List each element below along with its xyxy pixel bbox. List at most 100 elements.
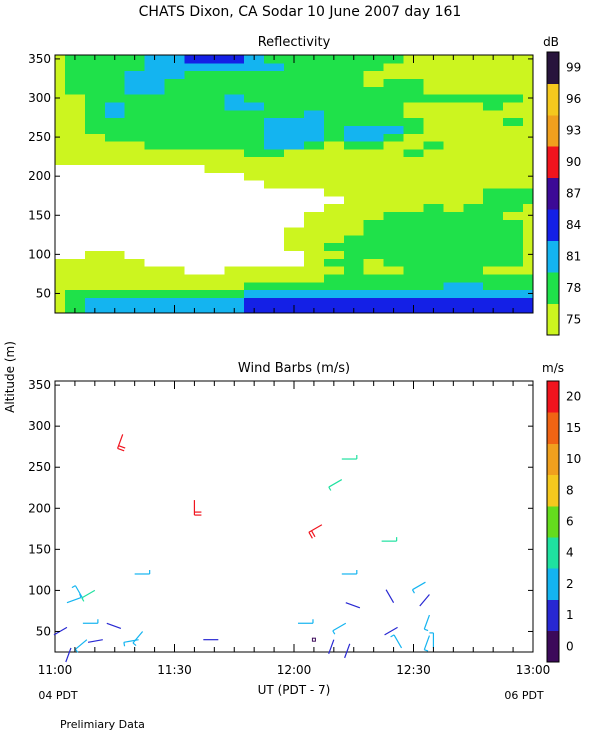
reflectivity-cell xyxy=(224,101,245,111)
reflectivity-cell xyxy=(284,281,305,291)
reflectivity-cell xyxy=(164,78,186,87)
reflectivity-cell xyxy=(503,94,524,103)
reflectivity-cell xyxy=(264,273,285,283)
reflectivity-cell xyxy=(204,164,225,173)
reflectivity-cell xyxy=(164,70,186,80)
reflectivity-cell xyxy=(184,117,205,126)
reflectivity-cell xyxy=(184,187,205,197)
wind-colorbar-swatch xyxy=(547,568,559,600)
reflectivity-cell xyxy=(124,187,146,197)
reflectivity-cell xyxy=(204,211,225,220)
reflectivity-cell xyxy=(264,172,285,181)
reflectivity-cell xyxy=(164,94,186,103)
reflectivity-cell xyxy=(443,219,464,228)
reflectivity-cell xyxy=(104,219,126,228)
reflectivity-cell xyxy=(443,172,464,181)
reflectivity-cell xyxy=(184,227,205,236)
reflectivity-cell xyxy=(503,70,524,80)
wind-barb-staff xyxy=(132,631,144,644)
reflectivity-cell xyxy=(144,86,166,95)
wind-barb-staff xyxy=(123,639,139,643)
reflectivity-cell xyxy=(104,125,126,134)
reflectivity-cell xyxy=(483,187,504,197)
reflectivity-cell xyxy=(423,250,444,259)
reflectivity-cell xyxy=(244,219,265,228)
reflectivity-cell xyxy=(244,273,265,283)
wind-barb xyxy=(123,639,139,647)
reflectivity-cell xyxy=(383,203,405,212)
reflectivity-cell xyxy=(503,109,524,119)
reflectivity-cell xyxy=(383,266,405,275)
reflectivity-cell xyxy=(343,195,365,205)
reflectivity-cell xyxy=(264,94,285,103)
reflectivity-cell xyxy=(503,250,524,259)
reflectivity-cell xyxy=(323,156,345,166)
reflectivity-cell xyxy=(383,180,405,189)
reflectivity-cell xyxy=(144,109,166,119)
wind-colorbar: 0 1 2 4 6 8 10 15 20 xyxy=(546,380,581,663)
reflectivity-cell xyxy=(64,266,86,275)
reflectivity-cell xyxy=(423,211,444,220)
reflectivity-cell xyxy=(264,195,285,205)
reflectivity-cell xyxy=(323,133,345,142)
reflectivity-cell xyxy=(124,297,146,314)
reflectivity-cell xyxy=(284,258,305,267)
reflectivity-cell xyxy=(55,70,66,80)
y-tick-label: 50 xyxy=(36,286,51,300)
reflectivity-cell xyxy=(64,141,86,150)
reflectivity-cell xyxy=(124,266,146,275)
reflectivity-cell xyxy=(483,203,504,212)
wind-barb xyxy=(384,626,398,636)
reflectivity-cell xyxy=(463,86,484,95)
reflectivity-cell xyxy=(55,94,66,103)
reflectivity-cell xyxy=(164,242,186,252)
reflectivity-cell xyxy=(224,141,245,150)
reflectivity-cell xyxy=(224,258,245,267)
reflectivity-cell xyxy=(204,250,225,259)
reflectivity-cell xyxy=(423,234,444,244)
reflectivity-cell xyxy=(284,62,305,72)
reflectivity-cell xyxy=(64,227,86,236)
reflectivity-cell xyxy=(184,172,205,181)
reflectivity-cell xyxy=(184,289,205,298)
reflectivity-cell xyxy=(463,164,484,173)
reflectivity-cell xyxy=(164,234,186,244)
reflectivity-cell xyxy=(64,164,86,173)
reflectivity-colorbar-label: 81 xyxy=(566,249,581,263)
reflectivity-cell xyxy=(84,86,106,95)
reflectivity-cell xyxy=(284,289,305,298)
reflectivity-cell xyxy=(124,156,146,166)
wind-barb xyxy=(429,632,435,648)
reflectivity-cell xyxy=(184,125,205,134)
reflectivity-cell xyxy=(55,86,66,95)
reflectivity-cell xyxy=(423,297,444,314)
reflectivity-cell xyxy=(84,94,106,103)
reflectivity-cell xyxy=(64,101,86,111)
wind-barb xyxy=(328,639,335,654)
reflectivity-cell xyxy=(323,78,345,87)
reflectivity-cell xyxy=(64,117,86,126)
wind-barb-staff xyxy=(81,589,96,599)
reflectivity-cell xyxy=(264,219,285,228)
reflectivity-cell xyxy=(264,203,285,212)
wind-barb-staff xyxy=(106,622,122,629)
reflectivity-cell xyxy=(503,133,524,142)
reflectivity-cell xyxy=(343,250,365,259)
reflectivity-cell xyxy=(403,156,425,166)
reflectivity-cell xyxy=(303,266,325,275)
reflectivity-cell xyxy=(343,180,365,189)
x-left-note: 04 PDT xyxy=(38,689,78,702)
reflectivity-cell xyxy=(284,156,305,166)
reflectivity-cell xyxy=(144,266,166,275)
reflectivity-cell xyxy=(84,148,106,158)
reflectivity-cell xyxy=(523,234,534,244)
reflectivity-cell xyxy=(184,156,205,166)
reflectivity-cell xyxy=(124,195,146,205)
reflectivity-cell xyxy=(244,133,265,142)
reflectivity-cell xyxy=(124,141,146,150)
reflectivity-cell xyxy=(403,289,425,298)
wind-barb xyxy=(344,643,351,659)
reflectivity-cell xyxy=(303,86,325,95)
reflectivity-cell xyxy=(224,164,245,173)
reflectivity-cell xyxy=(463,266,484,275)
